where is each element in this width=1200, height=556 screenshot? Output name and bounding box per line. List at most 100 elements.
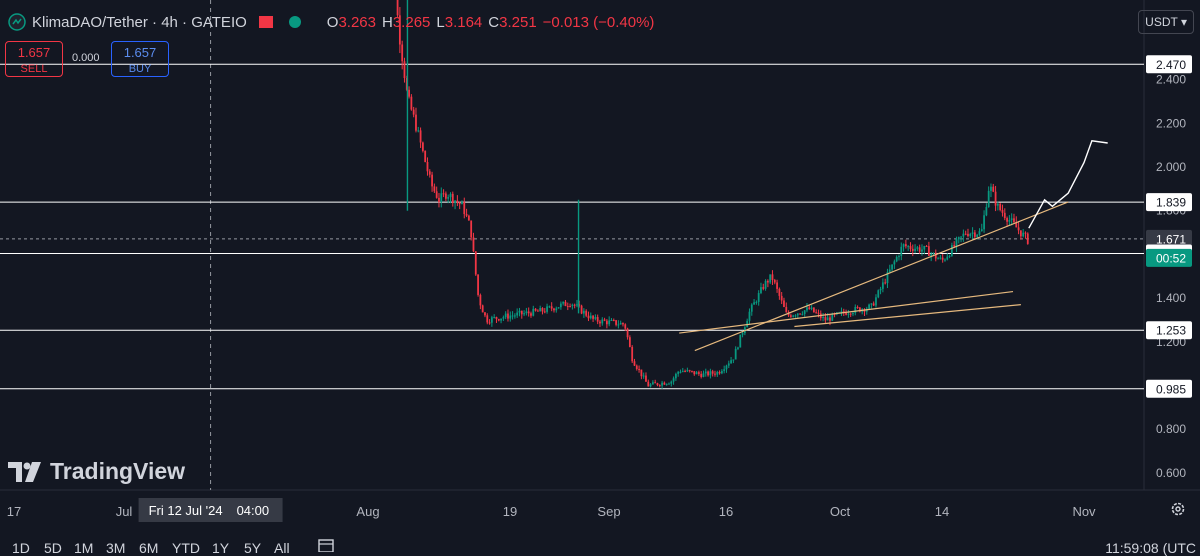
candle-body xyxy=(684,371,686,373)
price-chart[interactable]: 2.4002.2002.0001.8001.4001.2000.8000.600… xyxy=(0,0,1200,536)
candle-body xyxy=(1003,212,1006,219)
candle-body xyxy=(732,359,735,361)
candle-body xyxy=(622,322,624,325)
candle-body xyxy=(518,310,521,313)
candle-body xyxy=(789,315,792,317)
candle-body xyxy=(433,186,436,192)
candle-body xyxy=(645,375,647,382)
x-tick-label: Nov xyxy=(1072,504,1096,519)
candle-body xyxy=(576,304,578,306)
candle-body xyxy=(840,311,843,313)
tradingview-logo-icon xyxy=(8,461,41,482)
candle-body xyxy=(806,307,808,311)
candle-body xyxy=(810,307,813,310)
timeframe-1m[interactable]: 1M xyxy=(74,540,94,556)
candle-body xyxy=(1024,232,1027,234)
candle-body xyxy=(695,372,698,375)
crosshair-date-label: Fri 12 Jul '24 xyxy=(149,503,223,518)
candle-body xyxy=(693,371,696,375)
x-tick-label: 17 xyxy=(7,504,21,519)
candle-body xyxy=(612,320,615,322)
candle-body xyxy=(470,220,473,238)
candle-body xyxy=(463,201,466,215)
candle-body xyxy=(419,130,422,143)
candle-body xyxy=(923,245,926,250)
candle-body xyxy=(911,248,914,251)
candle-body xyxy=(424,150,427,162)
candle-body xyxy=(500,318,502,321)
candle-body xyxy=(718,372,721,374)
candle-body xyxy=(421,142,424,151)
candle-body xyxy=(672,378,675,382)
candle-body xyxy=(555,308,558,311)
candle-body xyxy=(886,272,889,284)
price-label: 1.839 xyxy=(1156,196,1186,210)
settings-gear-icon[interactable] xyxy=(1170,501,1186,517)
price-label: 1.253 xyxy=(1156,324,1186,338)
candle-body xyxy=(996,203,999,206)
candle-body xyxy=(546,306,548,312)
candle-body xyxy=(495,317,498,320)
candle-body xyxy=(511,315,514,317)
candle-body xyxy=(900,246,903,257)
timeframe-ytd[interactable]: YTD xyxy=(172,540,200,556)
candle-body xyxy=(592,315,594,319)
candle-body xyxy=(571,304,574,307)
candle-body xyxy=(569,306,571,308)
candle-body xyxy=(1015,222,1018,228)
spread-value: 0.000 xyxy=(72,52,100,64)
candle-body xyxy=(530,313,532,316)
candle-body xyxy=(757,293,760,302)
timeframe-all[interactable]: All xyxy=(274,540,290,556)
candle-body xyxy=(543,311,546,313)
candle-body xyxy=(484,312,486,316)
candle-body xyxy=(601,319,604,324)
timeframe-1d[interactable]: 1D xyxy=(12,540,30,556)
sell-button[interactable]: 1.657 SELL xyxy=(5,41,63,77)
timeframe-5y[interactable]: 5Y xyxy=(244,540,262,556)
buy-button[interactable]: 1.657 BUY xyxy=(111,41,169,77)
candle-body xyxy=(826,317,829,321)
candle-body xyxy=(527,311,530,314)
candle-body xyxy=(937,258,939,260)
red-flag-icon[interactable] xyxy=(258,16,273,28)
calendar-icon[interactable] xyxy=(318,538,334,552)
candle-body xyxy=(497,319,500,321)
candle-body xyxy=(444,193,447,199)
candle-body xyxy=(822,316,824,319)
symbol-title[interactable]: KlimaDAO/Tether · 4h · GATEIO xyxy=(32,13,247,31)
candle-body xyxy=(939,257,942,259)
utc-clock[interactable]: 11:59:08 (UTC xyxy=(1105,540,1196,556)
currency-selector[interactable]: USDT ▾ xyxy=(1138,10,1194,34)
candle-body xyxy=(668,383,670,385)
candle-body xyxy=(573,304,576,306)
candle-body xyxy=(877,290,880,298)
timeframe-bar: 1D 5D 1M 3M 6M YTD 1Y 5Y All 11:59:08 (U… xyxy=(0,536,1200,556)
candle-body xyxy=(688,370,691,372)
timeframe-1y[interactable]: 1Y xyxy=(212,540,230,556)
candle-body xyxy=(801,313,804,315)
candle-body xyxy=(916,247,919,249)
candle-body xyxy=(720,371,723,374)
candle-body xyxy=(502,317,505,319)
candle-body xyxy=(649,384,652,387)
timeframe-5d[interactable]: 5D xyxy=(44,540,62,556)
candle-body xyxy=(987,190,990,208)
candle-body xyxy=(442,193,445,195)
candle-body xyxy=(658,385,661,387)
candle-body xyxy=(898,256,900,258)
candle-body xyxy=(808,307,811,310)
candle-body xyxy=(605,320,608,325)
candle-body xyxy=(824,316,827,321)
candle-body xyxy=(431,174,433,187)
candle-body xyxy=(608,320,611,325)
candle-body xyxy=(737,347,739,349)
candle-body xyxy=(962,233,965,237)
candle-body xyxy=(780,295,783,301)
x-tick-label: 19 xyxy=(503,504,517,519)
timeframe-6m[interactable]: 6M xyxy=(139,540,159,556)
candle-body xyxy=(999,203,1002,210)
candle-body xyxy=(941,257,944,260)
timeframe-3m[interactable]: 3M xyxy=(106,540,126,556)
candle-body xyxy=(854,306,857,313)
